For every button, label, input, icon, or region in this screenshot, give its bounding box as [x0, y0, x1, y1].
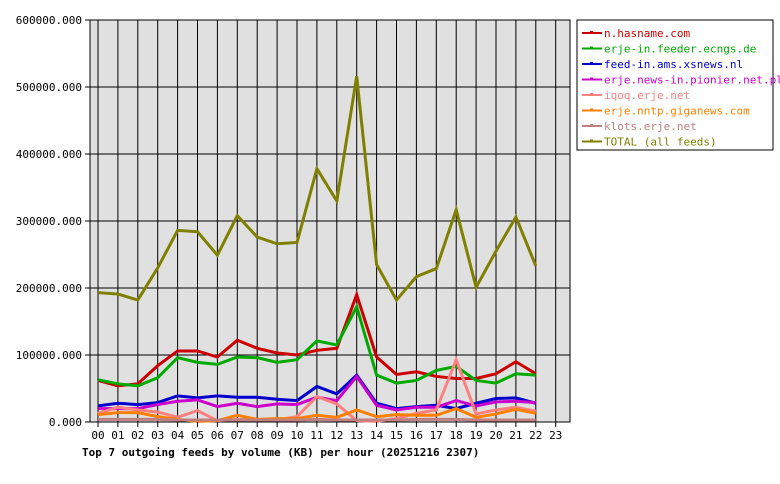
- y-tick-label: 300000.000: [16, 215, 82, 228]
- series-line-6: [98, 419, 536, 420]
- x-tick-label: 21: [509, 429, 522, 442]
- x-tick-label: 06: [211, 429, 224, 442]
- legend-marker: [590, 93, 593, 96]
- x-tick-label: 04: [171, 429, 185, 442]
- legend-label: n.hasname.com: [604, 27, 690, 40]
- legend-marker: [590, 62, 593, 65]
- x-tick-label: 14: [370, 429, 384, 442]
- legend-label: feed-in.ams.xsnews.nl: [604, 58, 743, 71]
- legend-label: erje.nntp.giganews.com: [604, 105, 750, 118]
- legend-label: iqoq.erje.net: [604, 89, 690, 102]
- legend-label: erje-in.feeder.ecngs.de: [604, 43, 756, 56]
- y-tick-label: 600000.000: [16, 14, 82, 27]
- x-tick-label: 11: [310, 429, 323, 442]
- legend-label: klots.erje.net: [604, 120, 697, 133]
- x-tick-label: 05: [191, 429, 204, 442]
- x-tick-label: 22: [529, 429, 542, 442]
- legend-marker: [590, 109, 593, 112]
- x-tick-label: 09: [270, 429, 283, 442]
- x-tick-label: 15: [390, 429, 403, 442]
- x-tick-label: 07: [231, 429, 244, 442]
- x-tick-label: 08: [251, 429, 264, 442]
- x-tick-label: 17: [430, 429, 443, 442]
- y-tick-label: 100000.000: [16, 349, 82, 362]
- y-tick-label: 500000.000: [16, 81, 82, 94]
- x-tick-label: 01: [111, 429, 124, 442]
- legend-marker: [590, 124, 593, 127]
- legend-marker: [590, 78, 593, 81]
- x-tick-label: 18: [450, 429, 463, 442]
- x-tick-label: 13: [350, 429, 363, 442]
- x-tick-label: 19: [469, 429, 482, 442]
- y-tick-label: 200000.000: [16, 282, 82, 295]
- legend-label: erje.news-in.pionier.net.pl: [604, 74, 780, 87]
- x-tick-label: 00: [91, 429, 104, 442]
- y-tick-label: 0.000: [49, 416, 82, 429]
- legend-label: TOTAL (all feeds): [604, 136, 717, 149]
- legend-marker: [590, 31, 593, 34]
- y-tick-label: 400000.000: [16, 148, 82, 161]
- x-tick-label: 16: [410, 429, 423, 442]
- x-tick-label: 23: [549, 429, 562, 442]
- legend-marker: [590, 47, 593, 50]
- x-tick-label: 03: [151, 429, 164, 442]
- x-tick-label: 12: [330, 429, 343, 442]
- x-tick-label: 02: [131, 429, 144, 442]
- x-tick-label: 20: [489, 429, 502, 442]
- legend-marker: [590, 140, 593, 143]
- x-tick-label: 10: [290, 429, 303, 442]
- chart-title: Top 7 outgoing feeds by volume (KB) per …: [82, 446, 479, 459]
